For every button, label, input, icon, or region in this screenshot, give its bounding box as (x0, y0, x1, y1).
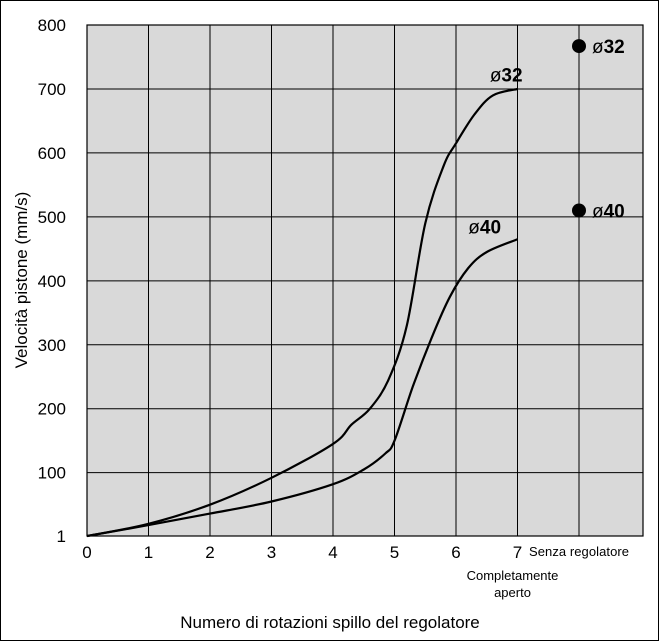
y-tick-label: 400 (38, 272, 66, 291)
diameter-symbol: ø (592, 37, 604, 58)
y-tick-label: 1 (57, 527, 66, 546)
x-annotation-line-1: Completamente (467, 568, 559, 583)
point-marker-1 (572, 203, 586, 218)
y-tick-label: 100 (38, 464, 66, 483)
y-tick-labels: 800 700 600 500 400 300 200 100 1 (38, 16, 66, 546)
x-tick-label: 6 (451, 543, 460, 562)
y-tick-label: 600 (38, 144, 66, 163)
diameter-symbol: ø (468, 217, 480, 238)
point-marker-0 (572, 39, 586, 54)
plot-border (86, 24, 644, 537)
x-axis-title: Numero di rotazioni spillo del regolator… (180, 613, 480, 632)
x-tick-label: Senza regolatore (529, 544, 629, 559)
diameter-value: 32 (501, 65, 522, 86)
diameter-value: 40 (480, 217, 501, 238)
y-tick-label: 500 (38, 208, 66, 227)
x-tick-label: 0 (82, 543, 91, 562)
series-label-0: ø32 (490, 65, 523, 86)
diameter-value: 32 (604, 37, 625, 58)
grid-lines (87, 25, 643, 536)
x-tick-label: 3 (267, 543, 276, 562)
series-line-0 (86, 87, 518, 538)
y-tick-label: 300 (38, 336, 66, 355)
x-tick-label: 4 (328, 543, 337, 562)
diameter-symbol: ø (490, 65, 502, 86)
series-lines (86, 87, 518, 538)
x-tick-label: 2 (205, 543, 214, 562)
diameter-symbol: ø (592, 201, 604, 222)
diameter-value: 40 (604, 201, 625, 222)
series-label-1: ø40 (468, 217, 501, 238)
y-tick-label: 800 (38, 16, 66, 35)
series-line-1 (86, 238, 518, 538)
point-label-0: ø32 (592, 37, 625, 58)
x-annotation-line-2: aperto (494, 585, 531, 600)
point-label-1: ø40 (592, 201, 625, 222)
x-tick-label: 7 (513, 543, 522, 562)
y-tick-label: 700 (38, 80, 66, 99)
x-tick-label: 1 (144, 543, 153, 562)
y-axis-title: Velocità pistone (mm/s) (12, 192, 31, 369)
y-tick-label: 200 (38, 400, 66, 419)
point-markers (572, 39, 586, 218)
x-tick-labels: 0 1 2 3 4 5 6 7 Senza regolatore (82, 543, 629, 562)
x-tick-label: 5 (390, 543, 399, 562)
